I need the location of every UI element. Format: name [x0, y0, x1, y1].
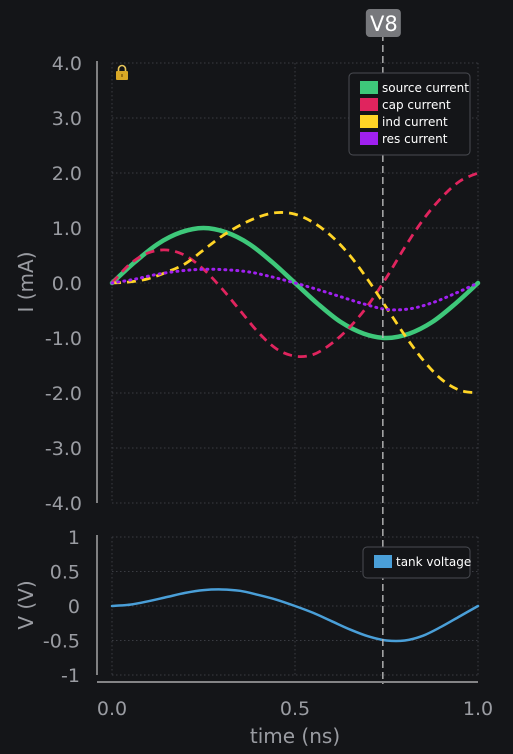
legend-label: source current: [382, 81, 469, 95]
y-tick-label: 3.0: [52, 108, 82, 130]
x-axis-title: time (ns): [250, 724, 340, 748]
legend-label: res current: [382, 132, 448, 146]
y-tick-label: -3.0: [45, 438, 82, 460]
x-tick-label: 0.0: [97, 698, 127, 720]
legend-box: [348, 72, 471, 156]
legend-label: tank voltage: [396, 555, 471, 569]
legend-swatch: [360, 115, 378, 128]
bottom-y-axis-title: V (V): [14, 580, 38, 629]
y-tick-label: 0: [68, 596, 80, 618]
x-tick-label: 0.5: [280, 698, 310, 720]
legend-swatch: [374, 555, 392, 568]
x-tick-label: 1.0: [463, 698, 493, 720]
y-tick-label: -2.0: [45, 383, 82, 405]
legend-label: cap current: [382, 98, 451, 112]
legend-box: [362, 546, 471, 579]
series-line-cap-current: [110, 171, 479, 358]
y-tick-label: -4.0: [45, 493, 82, 515]
grid-layer: [111, 62, 479, 676]
top-y-axis-title: I (mA): [14, 251, 38, 312]
series-line-ind-current: [111, 211, 479, 395]
series-line-tank-voltage: [110, 588, 480, 643]
y-tick-label: 4.0: [52, 53, 82, 75]
legend-swatch: [360, 81, 378, 94]
y-tick-label: -1: [61, 665, 80, 687]
y-tick-label: 1.0: [52, 218, 82, 240]
y-tick-label: 0.5: [50, 562, 80, 584]
y-tick-label: 0.0: [52, 273, 82, 295]
legend-swatch: [360, 132, 378, 145]
axes-layer: 4.0 3.0 2.0 1.0 0.0 -1.0 -2.0 -3.0 -4.0 1 0.5 0 -0.5…: [43, 53, 493, 720]
legend-layer: source current cap current ind current res …: [348, 72, 471, 579]
legend-swatch: [360, 98, 378, 111]
series-layer: [109, 171, 481, 643]
cursor-badge[interactable]: [365, 9, 401, 37]
y-tick-label: 2.0: [52, 163, 82, 185]
y-tick-label: 1: [68, 527, 80, 549]
y-tick-label: -0.5: [43, 631, 80, 653]
series-line-res-current: [110, 267, 480, 312]
lock-icon[interactable]: [116, 64, 128, 81]
y-tick-label: -1.0: [45, 328, 82, 350]
cursor-label: V8: [370, 12, 398, 36]
legend-label: ind current: [382, 115, 448, 129]
